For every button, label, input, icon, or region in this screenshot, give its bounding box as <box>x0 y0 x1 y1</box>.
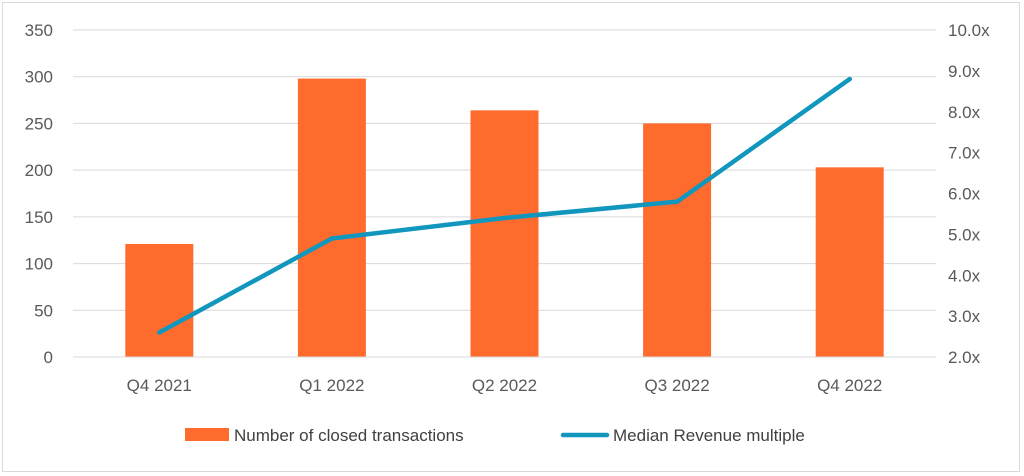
line-point <box>157 330 162 335</box>
y2-tick-label: 7.0x <box>948 144 981 163</box>
legend-swatch-bar <box>185 428 229 441</box>
y2-tick-label: 10.0x <box>948 21 990 40</box>
y-tick-label: 300 <box>25 68 53 87</box>
line-point <box>329 236 335 241</box>
bar <box>297 78 366 357</box>
legend-label-line: Median Revenue multiple <box>613 426 805 445</box>
y2-tick-label: 5.0x <box>948 225 981 244</box>
x-tick-label: Q3 2022 <box>644 376 709 395</box>
axes: 0 50 100 150 200 250 300 350 2.0x 3.0x 4.0x 5.0x 6.0… <box>25 21 990 395</box>
x-tick-label: Q1 2022 <box>299 376 364 395</box>
legend: Number of closed transactions Median Reve… <box>185 426 805 445</box>
line-point <box>502 215 507 221</box>
x-tick-label: Q4 2021 <box>127 376 192 395</box>
bar <box>643 123 712 357</box>
bar-series <box>125 78 884 357</box>
bar <box>470 110 539 357</box>
line-series <box>157 76 852 335</box>
y-tick-label: 100 <box>25 255 53 274</box>
y2-tick-label: 8.0x <box>948 103 981 122</box>
y-tick-label: 250 <box>25 114 53 133</box>
y-tick-label: 350 <box>25 21 53 40</box>
y-tick-label: 200 <box>25 161 53 180</box>
y2-tick-label: 2.0x <box>948 348 981 367</box>
x-tick-label: Q2 2022 <box>472 376 537 395</box>
y2-tick-label: 6.0x <box>948 185 981 204</box>
line-point <box>674 199 680 204</box>
y-tick-label: 0 <box>44 348 53 367</box>
y2-tick-label: 9.0x <box>948 62 981 81</box>
y2-tick-label: 4.0x <box>948 266 981 285</box>
y-tick-label: 150 <box>25 208 53 227</box>
bar <box>125 243 194 357</box>
y2-tick-label: 3.0x <box>948 307 981 326</box>
y-tick-label: 50 <box>34 301 53 320</box>
bar <box>815 167 884 357</box>
legend-label-bar: Number of closed transactions <box>234 426 464 445</box>
line-point <box>847 76 852 82</box>
x-tick-label: Q4 2022 <box>817 376 882 395</box>
